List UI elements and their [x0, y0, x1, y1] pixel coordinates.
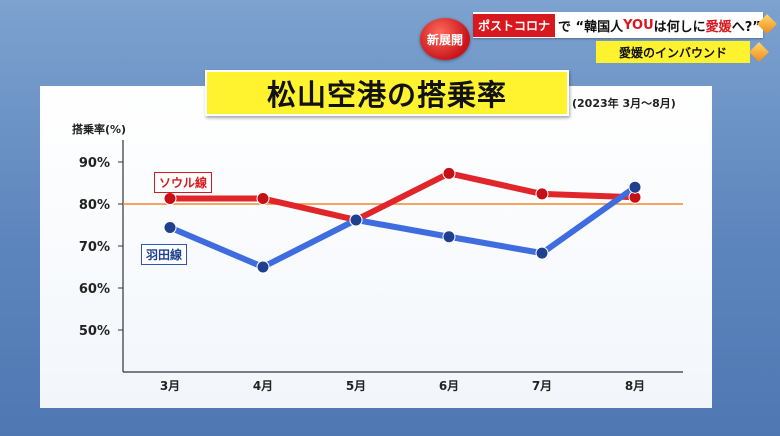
data-point	[535, 187, 549, 201]
data-point	[256, 192, 270, 206]
headline-accent: YOU	[623, 17, 654, 33]
new-development-badge: 新展開	[420, 18, 470, 60]
headline-text-before: で “韓国人	[558, 19, 624, 35]
y-tick-label: 50%	[79, 324, 110, 339]
headline-tag: ポストコロナ	[473, 13, 556, 37]
x-tick-label: 8月	[625, 379, 645, 393]
x-tick-label: 5月	[346, 379, 366, 393]
y-axis-label: 搭乗率(%)	[72, 122, 126, 136]
data-point	[163, 192, 177, 206]
data-point	[349, 213, 363, 227]
headline-accent2: 愛媛	[705, 19, 732, 35]
chart-subtitle: (2023年 3月〜8月)	[572, 97, 676, 110]
headline-banner: ポストコロナ で “韓国人 YOU は何しに 愛媛 へ?”	[473, 12, 763, 38]
headline-text-after: は何しに	[653, 19, 706, 35]
x-tick-label: 3月	[160, 379, 180, 393]
data-point	[163, 221, 177, 235]
data-point	[256, 260, 270, 274]
y-tick-label: 80%	[79, 198, 110, 213]
headline-text-end: へ?”	[731, 19, 761, 35]
series-label: 羽田線	[141, 244, 188, 265]
data-point	[535, 246, 549, 260]
series-line	[167, 184, 638, 270]
subheadline: 愛媛のインバウンド	[596, 41, 750, 63]
data-point	[628, 180, 642, 194]
x-tick-label: 4月	[253, 379, 273, 393]
y-tick-label: 90%	[79, 156, 110, 171]
series-line	[167, 170, 638, 223]
x-tick-label: 6月	[439, 379, 459, 393]
data-point	[442, 166, 456, 180]
chart-title: 松山空港の搭乗率	[205, 70, 569, 116]
x-tick-label: 7月	[532, 379, 552, 393]
y-tick-label: 70%	[79, 240, 110, 255]
data-point	[442, 230, 456, 244]
y-tick-label: 60%	[79, 282, 110, 297]
series-label: ソウル線	[154, 172, 213, 193]
